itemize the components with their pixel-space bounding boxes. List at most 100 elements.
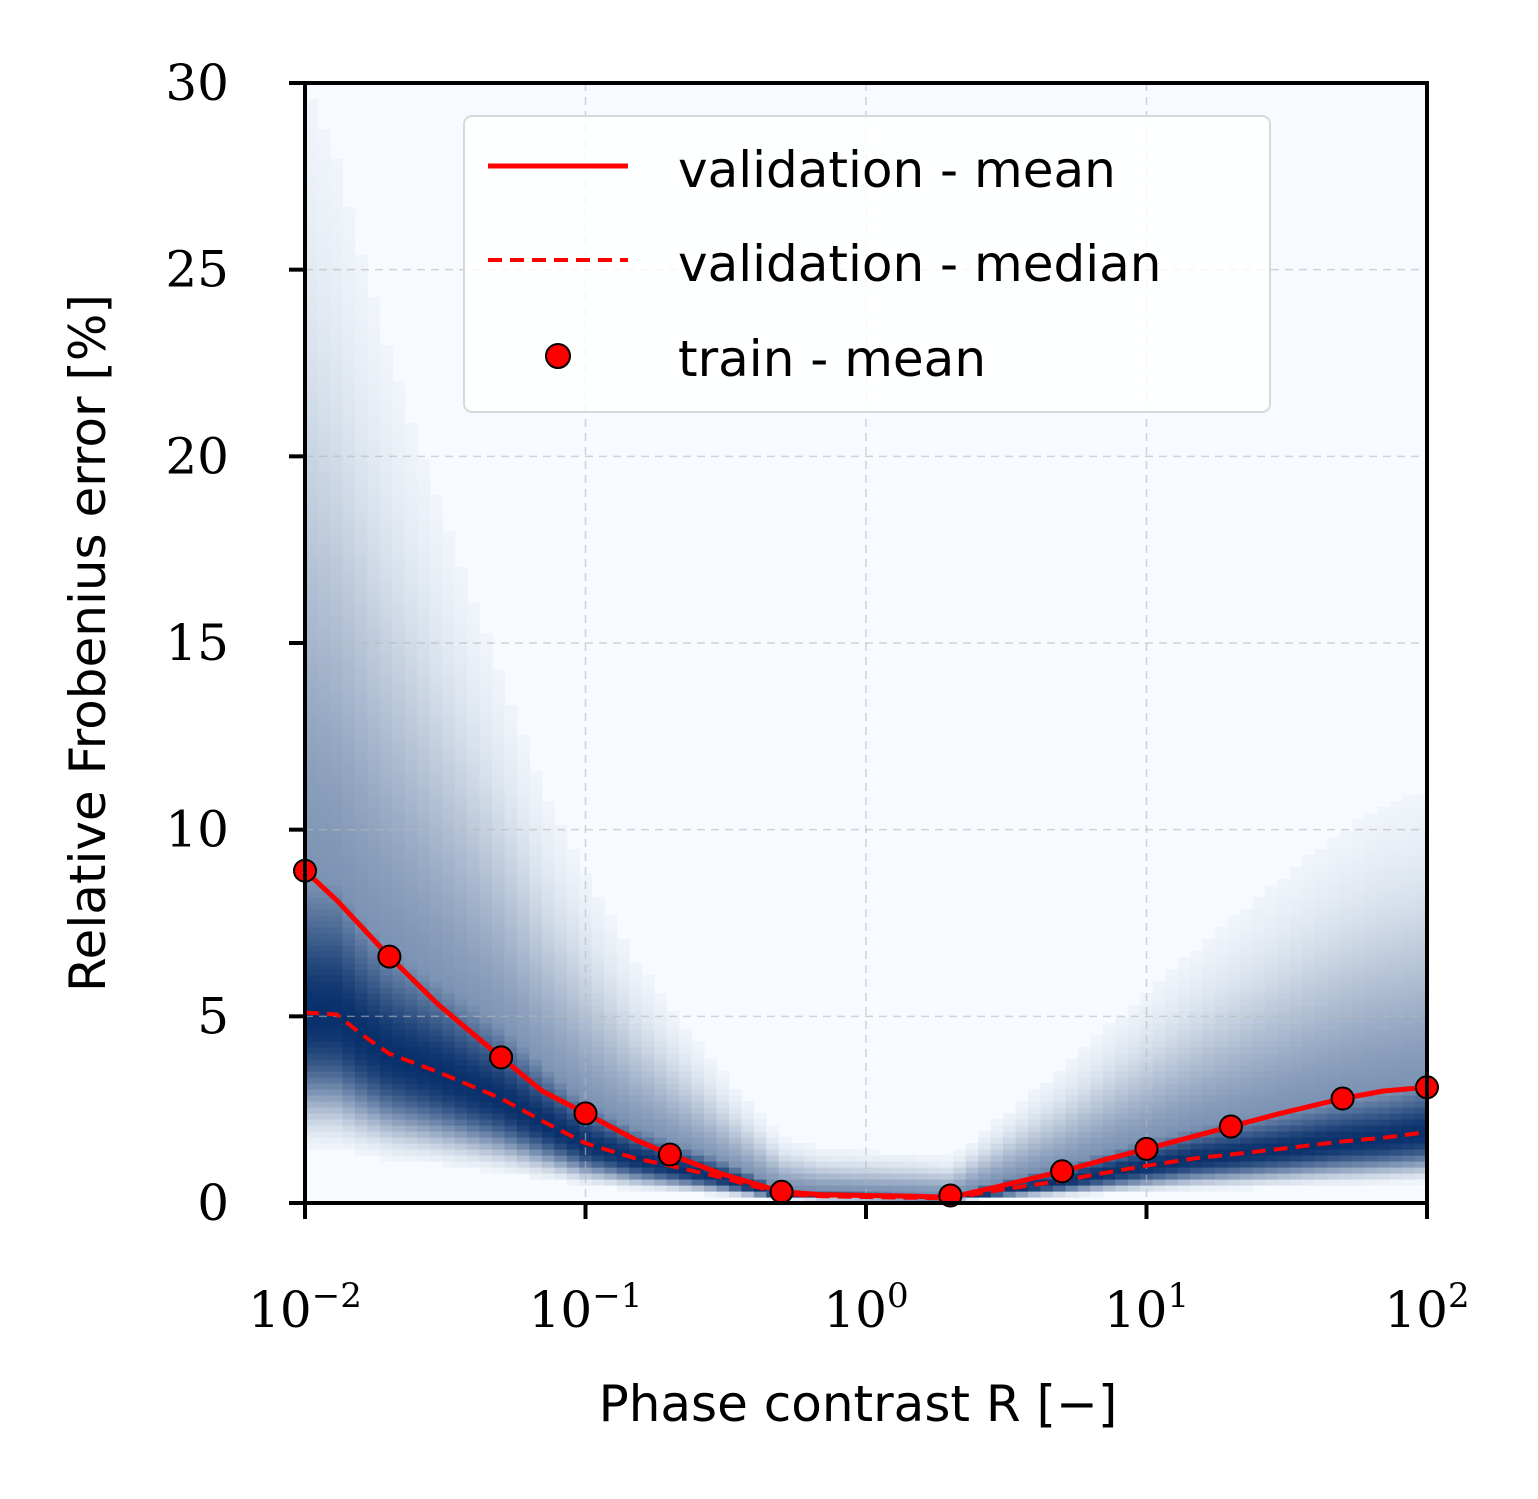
heatmap-cell (454, 975, 468, 982)
heatmap-cell (654, 1053, 668, 1060)
heatmap-cell (454, 1155, 468, 1162)
heatmap-cell (691, 1095, 705, 1102)
heatmap-cell (392, 615, 406, 622)
heatmap-cell (1352, 903, 1366, 910)
heatmap-cell (305, 933, 319, 940)
heatmap-cell (803, 1155, 817, 1162)
heatmap-cell (305, 627, 319, 634)
heatmap-cell (379, 423, 393, 430)
heatmap-cell (1227, 993, 1241, 1000)
heatmap-cell (367, 963, 381, 970)
heatmap-cell (354, 675, 368, 682)
heatmap-cell (379, 819, 393, 826)
heatmap-cell (305, 795, 319, 802)
heatmap-cell (566, 1083, 580, 1090)
heatmap-cell (1327, 921, 1341, 928)
train-mean-point (1050, 1159, 1075, 1184)
heatmap-cell (691, 1065, 705, 1072)
heatmap-cell (429, 843, 443, 850)
heatmap-cell (305, 699, 319, 706)
heatmap-cell (616, 1161, 630, 1168)
heatmap-cell (1339, 1041, 1353, 1048)
heatmap-cell (442, 1155, 456, 1162)
heatmap-cell (454, 801, 468, 808)
heatmap-cell (1314, 1035, 1328, 1042)
heatmap-cell (442, 957, 456, 964)
heatmap-cell (1314, 981, 1328, 988)
heatmap-cell (454, 1047, 468, 1054)
heatmap-cell (1240, 1185, 1254, 1192)
heatmap-cell (741, 1125, 755, 1132)
heatmap-cell (554, 1149, 568, 1156)
heatmap-cell (317, 387, 331, 394)
heatmap-cell (1277, 1095, 1291, 1102)
heatmap-cell (866, 1173, 880, 1180)
heatmap-cell (1289, 879, 1303, 886)
heatmap-cell (554, 1167, 568, 1174)
heatmap-cell (329, 339, 343, 346)
heatmap-cell (329, 867, 343, 874)
heatmap-cell (317, 147, 331, 154)
heatmap-cell (429, 783, 443, 790)
heatmap-cell (492, 669, 506, 676)
heatmap-cell (541, 1137, 555, 1144)
heatmap-cell (1028, 1161, 1042, 1168)
heatmap-cell (392, 1089, 406, 1096)
heatmap-cell (1077, 1137, 1091, 1144)
heatmap-cell (1339, 843, 1353, 850)
heatmap-cell (1389, 831, 1403, 838)
heatmap-cell (367, 405, 381, 412)
heatmap-cell (504, 909, 518, 916)
heatmap-cell (329, 567, 343, 574)
heatmap-cell (1177, 957, 1191, 964)
heatmap-cell (1115, 1185, 1129, 1192)
heatmap-cell (1389, 1035, 1403, 1042)
heatmap-cell (591, 945, 605, 952)
heatmap-cell (1165, 1149, 1179, 1156)
heatmap-cell (342, 675, 356, 682)
heatmap-cell (354, 681, 368, 688)
heatmap-cell (529, 831, 543, 838)
heatmap-cell (579, 1143, 593, 1150)
heatmap-cell (305, 999, 319, 1006)
heatmap-cell (1389, 1059, 1403, 1066)
heatmap-cell (404, 1029, 418, 1036)
heatmap-cell (1215, 1065, 1229, 1072)
heatmap-cell (329, 987, 343, 994)
heatmap-cell (516, 753, 530, 760)
heatmap-cell (1389, 1047, 1403, 1054)
heatmap-cell (1152, 1137, 1166, 1144)
heatmap-cell (342, 477, 356, 484)
heatmap-cell (716, 1137, 730, 1144)
heatmap-cell (1090, 1095, 1104, 1102)
heatmap-cell (591, 1149, 605, 1156)
heatmap-cell (1289, 957, 1303, 964)
heatmap-cell (305, 951, 319, 958)
heatmap-cell (641, 1023, 655, 1030)
heatmap-cell (566, 1137, 580, 1144)
heatmap-cell (442, 861, 456, 868)
heatmap-cell (467, 699, 481, 706)
heatmap-cell (305, 1143, 319, 1150)
heatmap-cell (1015, 1155, 1029, 1162)
heatmap-cell (305, 381, 319, 388)
heatmap-cell (1339, 873, 1353, 880)
heatmap-cell (641, 1077, 655, 1084)
heatmap-cell (641, 1125, 655, 1132)
heatmap-cell (1165, 1035, 1179, 1042)
heatmap-cell (1389, 963, 1403, 970)
heatmap-cell (329, 387, 343, 394)
heatmap-cell (305, 1029, 319, 1036)
heatmap-cell (1389, 1167, 1403, 1174)
heatmap-cell (429, 729, 443, 736)
heatmap-cell (1327, 1005, 1341, 1012)
heatmap-cell (479, 1011, 493, 1018)
heatmap-cell (1240, 1101, 1254, 1108)
heatmap-cell (429, 711, 443, 718)
heatmap-cell (591, 1179, 605, 1186)
heatmap-cell (492, 777, 506, 784)
heatmap-cell (417, 1119, 431, 1126)
heatmap-cell (716, 1101, 730, 1108)
heatmap-cell (392, 873, 406, 880)
heatmap-cell (1015, 1137, 1029, 1144)
